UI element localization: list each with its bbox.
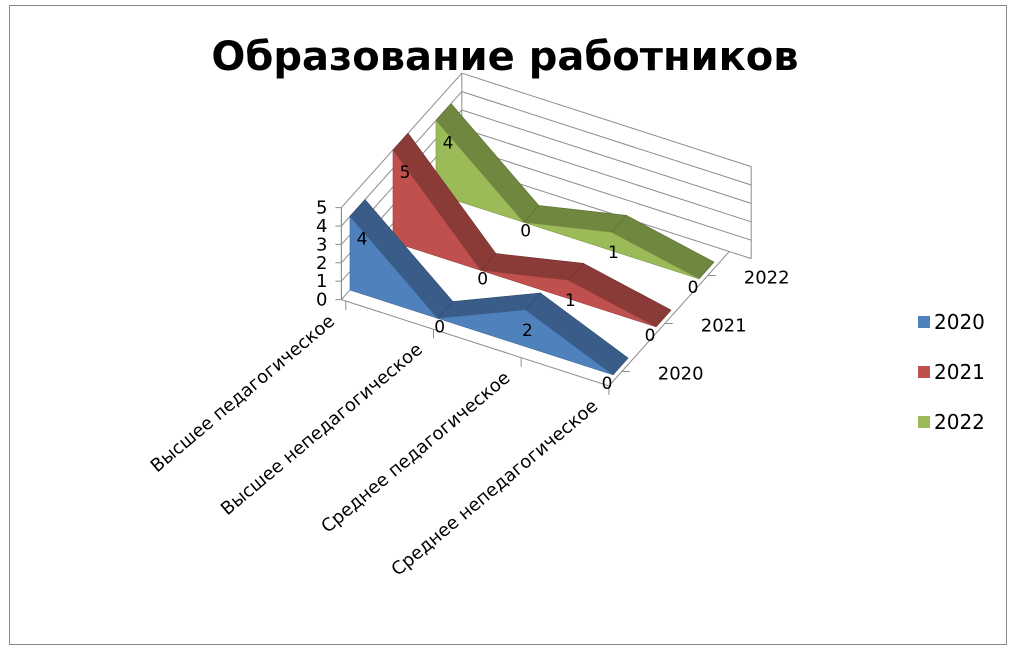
- depth-axis-line: [608, 251, 730, 387]
- category-axis-tick-label: Высшее непедагогическое: [217, 339, 427, 520]
- data-label: 0: [645, 326, 656, 346]
- data-label: 0: [602, 374, 613, 394]
- category-axis-tick-label: Среднее непедагогическое: [388, 396, 603, 581]
- legend-label: 2022: [934, 410, 985, 434]
- legend-item-2020: 2020: [918, 310, 985, 334]
- value-axis-tick-label: 4: [316, 216, 327, 237]
- legend-label: 2021: [934, 360, 985, 384]
- back-wall-gridline: [461, 109, 752, 204]
- back-wall-gridline: [461, 72, 752, 168]
- legend-item-2022: 2022: [918, 410, 985, 434]
- depth-axis-tick-label: 2021: [701, 316, 747, 337]
- category-axis-tick-label: Среднее педагогическое: [317, 367, 514, 537]
- legend: 2020 2021 2022: [918, 310, 985, 460]
- data-label: 0: [477, 269, 488, 289]
- data-label: 1: [608, 243, 619, 263]
- value-axis-tick-label: 3: [316, 234, 327, 255]
- series-ribbons: [349, 103, 715, 376]
- back-wall-gridline: [461, 146, 752, 241]
- value-axis-tick-label: 2: [316, 253, 327, 274]
- data-label: 4: [443, 133, 454, 153]
- axes: [335, 207, 730, 395]
- depth-axis-tick-label: 2020: [658, 364, 704, 385]
- back-wall-gridline: [461, 91, 752, 186]
- data-label: 0: [434, 317, 445, 337]
- value-axis-tick-label: 5: [316, 198, 327, 219]
- legend-swatch: [918, 366, 930, 378]
- back-wall-gridline: [461, 127, 752, 223]
- data-label: 0: [688, 278, 699, 298]
- legend-swatch: [918, 316, 930, 328]
- series-2020-area: [349, 215, 614, 376]
- chart-title: Образование работников: [211, 34, 799, 80]
- depth-axis-tick-label: 2022: [744, 268, 790, 289]
- series-2021-area: [392, 149, 657, 328]
- data-label: 0: [520, 221, 531, 241]
- data-label: 2: [522, 321, 533, 341]
- series-2022-area: [435, 119, 700, 280]
- legend-swatch: [918, 416, 930, 428]
- value-axis-tick-label: 0: [316, 290, 327, 311]
- data-label: 5: [400, 163, 411, 183]
- data-label: 1: [565, 291, 576, 311]
- value-axis-tick-label: 1: [316, 271, 327, 292]
- legend-label: 2020: [934, 310, 985, 334]
- legend-item-2021: 2021: [918, 360, 985, 384]
- data-label: 4: [357, 229, 368, 249]
- category-axis-line: [341, 299, 610, 387]
